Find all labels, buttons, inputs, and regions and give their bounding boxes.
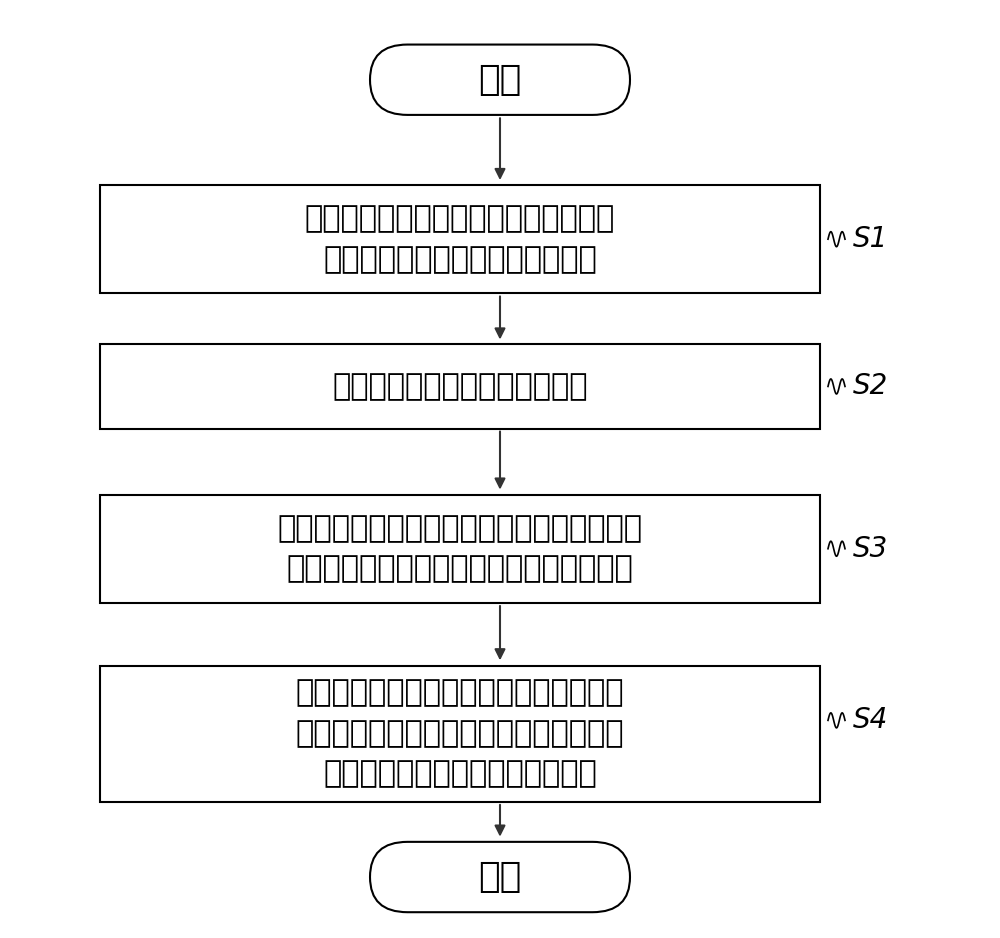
Text: 结束: 结束 bbox=[478, 860, 522, 894]
Text: 预先设置数据业务的特定增长期: 预先设置数据业务的特定增长期 bbox=[332, 372, 588, 401]
Text: S3: S3 bbox=[852, 535, 888, 563]
Text: 开始: 开始 bbox=[478, 63, 522, 97]
Bar bbox=[100, 344, 820, 429]
Text: S2: S2 bbox=[852, 372, 888, 401]
Text: 定期采集每天业务调用情况、平均处理
时间以及超长单笔业务的处理时间: 定期采集每天业务调用情况、平均处理 时间以及超长单笔业务的处理时间 bbox=[305, 204, 615, 274]
Bar bbox=[100, 666, 820, 801]
Text: 在特定增长期外，如果当前业务数量超过
每日数据业务的平均增长量达到警告阈值
，则对业务服务队列进行优化调整: 在特定增长期外，如果当前业务数量超过 每日数据业务的平均增长量达到警告阈值 ，则… bbox=[296, 678, 624, 789]
FancyBboxPatch shape bbox=[370, 842, 630, 912]
Text: S1: S1 bbox=[852, 225, 888, 253]
Bar bbox=[100, 495, 820, 603]
Text: 以当前业务分析前的一段时期作为采集周期，
计算采集周期内每日数据业务的平均增长量: 以当前业务分析前的一段时期作为采集周期， 计算采集周期内每日数据业务的平均增长量 bbox=[278, 514, 642, 583]
Text: S4: S4 bbox=[852, 706, 888, 734]
FancyBboxPatch shape bbox=[370, 44, 630, 115]
Bar bbox=[100, 186, 820, 293]
